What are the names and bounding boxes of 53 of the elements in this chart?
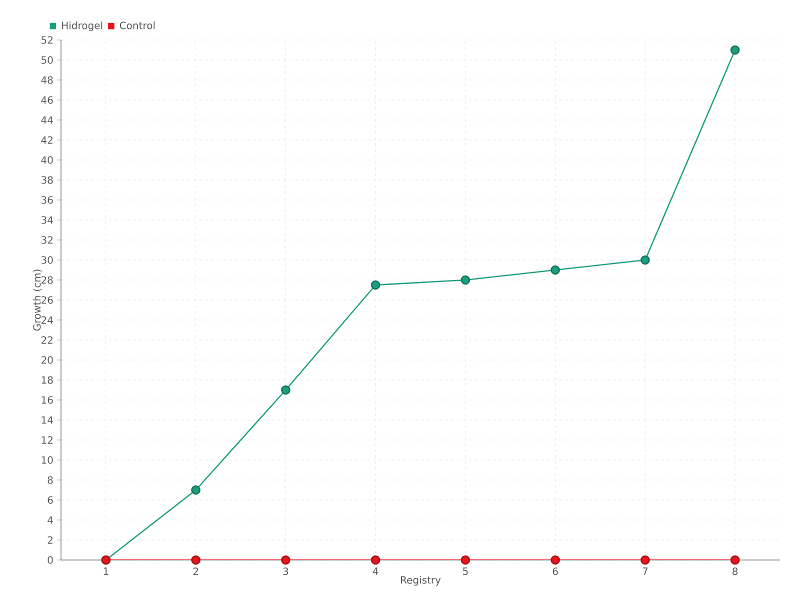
point xyxy=(460,555,470,565)
y-tick-label: 50 xyxy=(42,56,53,64)
y-tick-label: 6 xyxy=(48,496,53,504)
x-tick-label: 3 xyxy=(283,568,288,576)
point xyxy=(730,555,740,565)
y-tick-label: 22 xyxy=(41,336,52,344)
y-tick-label: 52 xyxy=(42,36,52,44)
point xyxy=(460,275,470,285)
y-tick-label: 24 xyxy=(41,316,53,324)
y-tick-label: 32 xyxy=(42,236,52,244)
y-tick-label: 18 xyxy=(42,376,53,384)
y-tick-label: 0 xyxy=(48,556,53,564)
y-tick-label: 28 xyxy=(41,276,53,284)
y-tick-label: 38 xyxy=(42,176,53,184)
y-tick-label: 36 xyxy=(42,196,53,204)
point xyxy=(730,45,740,55)
y-tick-label: 10 xyxy=(42,456,53,464)
y-tick-label: 2 xyxy=(48,536,52,544)
y-tick-label: 20 xyxy=(41,356,53,364)
point xyxy=(191,555,200,565)
legend-label: Control xyxy=(120,21,155,30)
y-tick-label: 30 xyxy=(42,256,53,264)
x-tick-label: 2 xyxy=(193,568,198,575)
x-axis-title: Registry xyxy=(401,576,441,586)
y-tick-label: 4 xyxy=(48,516,53,524)
point xyxy=(640,555,650,565)
y-tick-label: 26 xyxy=(41,296,53,304)
y-tick-label: 34 xyxy=(42,216,53,224)
legend-label: Hidrogel xyxy=(62,21,102,32)
x-tick-label: 6 xyxy=(552,568,558,576)
y-tick-label: 42 xyxy=(41,136,52,144)
y-tick-label: 16 xyxy=(42,396,53,404)
y-tick-label: 48 xyxy=(41,76,53,84)
y-tick-label: 14 xyxy=(42,416,53,424)
x-tick-label: 7 xyxy=(642,568,648,575)
point xyxy=(370,280,380,290)
point xyxy=(281,555,290,565)
x-tick-label: 5 xyxy=(463,568,468,575)
x-tick-label: 1 xyxy=(104,568,108,575)
y-tick-label: 44 xyxy=(41,116,53,124)
point xyxy=(640,255,650,265)
point xyxy=(370,555,380,565)
y-axis-title: Growth (cm) xyxy=(32,270,42,331)
x-tick-label: 4 xyxy=(372,568,378,575)
point xyxy=(550,555,560,565)
point xyxy=(281,385,290,395)
point xyxy=(550,265,560,275)
x-tick-label: 8 xyxy=(732,568,738,576)
y-tick-label: 46 xyxy=(41,96,53,104)
y-tick-label: 12 xyxy=(42,436,52,444)
y-tick-label: 40 xyxy=(41,156,53,164)
y-tick-label: 8 xyxy=(48,476,53,484)
point xyxy=(191,485,200,495)
